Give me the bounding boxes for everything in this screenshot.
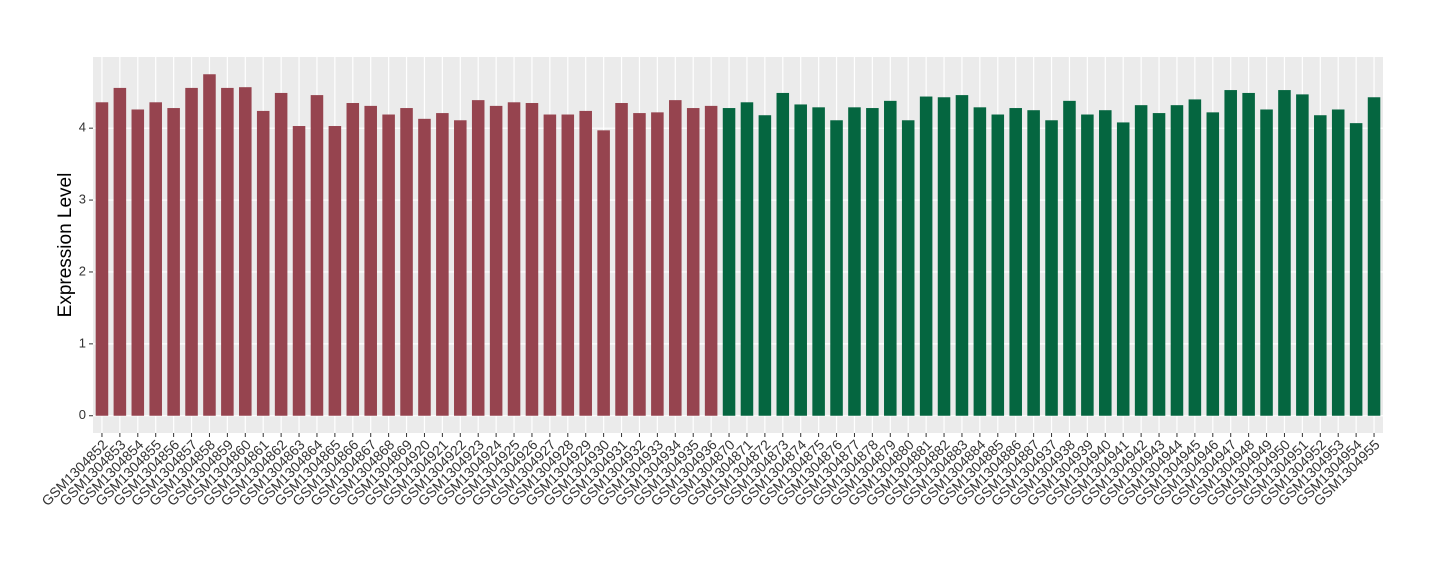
bar — [866, 108, 879, 416]
bar — [740, 102, 754, 416]
bar — [471, 100, 485, 416]
bar — [346, 103, 360, 416]
bar — [830, 120, 843, 416]
bar — [776, 92, 790, 416]
bar — [722, 108, 736, 416]
bar — [167, 108, 180, 416]
bar — [561, 114, 575, 416]
bar — [203, 74, 216, 416]
bar — [221, 87, 234, 416]
bar — [328, 126, 342, 416]
bar — [686, 108, 700, 416]
bar — [901, 120, 915, 416]
bar — [489, 105, 503, 416]
bar — [1063, 100, 1076, 416]
bar — [669, 100, 682, 416]
bar — [507, 102, 521, 416]
bar — [310, 95, 324, 416]
bar — [382, 114, 395, 416]
bar — [418, 118, 431, 416]
bar — [1296, 94, 1309, 416]
bar — [1099, 110, 1112, 416]
bar — [131, 109, 145, 416]
bar — [848, 107, 861, 416]
y-tick-label: 4 — [79, 120, 86, 135]
bar — [436, 113, 449, 416]
y-axis-title: Expression Level — [55, 173, 76, 318]
bar — [400, 108, 413, 416]
y-tick-label: 1 — [79, 335, 86, 350]
y-tick-label: 2 — [79, 263, 86, 278]
bar — [185, 87, 198, 416]
bar — [1224, 90, 1237, 416]
bar — [1349, 123, 1363, 416]
bar — [973, 107, 987, 416]
bar — [991, 114, 1005, 416]
bar — [919, 96, 933, 416]
y-tick-label: 0 — [79, 407, 86, 422]
bar — [651, 112, 664, 416]
bar — [1331, 109, 1345, 416]
bar — [292, 126, 306, 416]
bar — [1367, 97, 1381, 416]
bar — [1278, 90, 1291, 416]
bar — [256, 110, 270, 416]
bar — [1045, 120, 1058, 416]
bar — [525, 103, 539, 416]
bar — [1314, 115, 1327, 416]
bar — [812, 107, 825, 416]
bar — [1027, 110, 1040, 416]
bar — [615, 103, 628, 416]
bar — [1206, 112, 1220, 416]
bar — [1081, 114, 1094, 416]
bar — [1134, 105, 1148, 416]
bar — [1116, 122, 1130, 416]
bar — [1260, 109, 1273, 416]
bar — [633, 113, 646, 416]
bar — [364, 105, 377, 416]
plot-panel — [93, 57, 1383, 433]
bar — [113, 87, 127, 416]
bar — [579, 110, 592, 416]
bar — [884, 100, 897, 416]
bar — [955, 95, 969, 416]
bar — [1009, 108, 1022, 416]
bar — [597, 130, 610, 416]
bar — [239, 87, 252, 416]
bar — [704, 105, 718, 416]
bar — [1188, 99, 1202, 416]
bar — [937, 97, 951, 416]
bar — [543, 114, 557, 416]
bar — [149, 102, 162, 416]
bar — [1170, 105, 1184, 416]
bar — [454, 120, 467, 416]
bar — [1242, 92, 1255, 416]
bar — [758, 115, 772, 416]
bar — [95, 102, 109, 416]
bar — [1152, 113, 1166, 416]
y-tick-label: 3 — [79, 192, 86, 207]
bar — [274, 92, 288, 416]
bar — [794, 104, 807, 416]
